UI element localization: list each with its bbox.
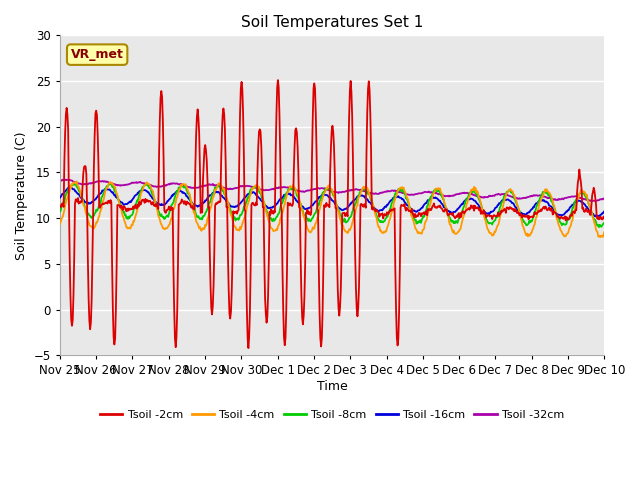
Text: VR_met: VR_met <box>71 48 124 61</box>
Title: Soil Temperatures Set 1: Soil Temperatures Set 1 <box>241 15 423 30</box>
Y-axis label: Soil Temperature (C): Soil Temperature (C) <box>15 131 28 260</box>
X-axis label: Time: Time <box>317 380 348 393</box>
Legend: Tsoil -2cm, Tsoil -4cm, Tsoil -8cm, Tsoil -16cm, Tsoil -32cm: Tsoil -2cm, Tsoil -4cm, Tsoil -8cm, Tsoi… <box>95 406 569 424</box>
